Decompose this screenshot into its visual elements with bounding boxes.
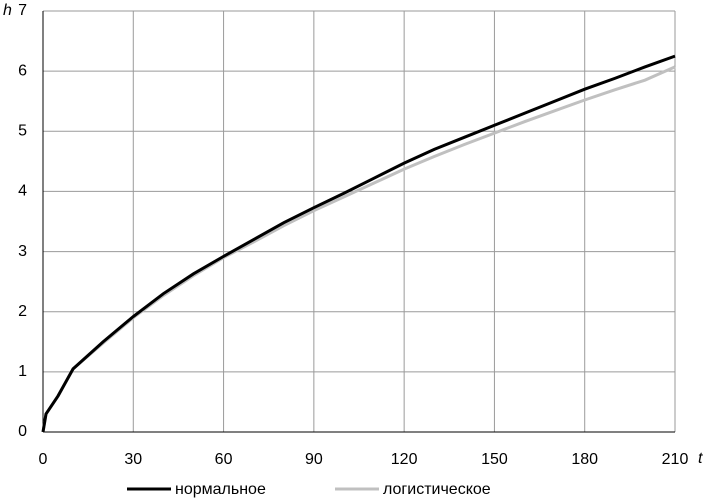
x-tick-label: 150	[481, 451, 508, 468]
y-tick-label: 0	[18, 423, 27, 440]
y-tick-label: 3	[18, 243, 27, 260]
data-line	[41, 54, 676, 433]
x-tick-label: 30	[124, 451, 142, 468]
x-tick-label: 180	[571, 451, 598, 468]
y-tick-label: 1	[18, 363, 27, 380]
legend-label: логистическое	[383, 481, 491, 498]
legend-label: нормальное	[175, 481, 266, 498]
x-axis-label: t	[698, 450, 703, 467]
y-tick-label: 4	[18, 183, 27, 200]
x-tick-label: 210	[662, 451, 689, 468]
x-tick-label: 90	[305, 451, 323, 468]
data-line	[41, 65, 676, 433]
x-tick-label: 60	[215, 451, 233, 468]
y-tick-label: 7	[18, 2, 27, 19]
y-tick-label: 2	[18, 303, 27, 320]
y-tick-label: 6	[18, 62, 27, 79]
y-axis-label: h	[3, 2, 12, 19]
x-tick-label: 0	[39, 451, 48, 468]
x-tick-label: 120	[391, 451, 418, 468]
y-tick-label: 5	[18, 123, 27, 140]
